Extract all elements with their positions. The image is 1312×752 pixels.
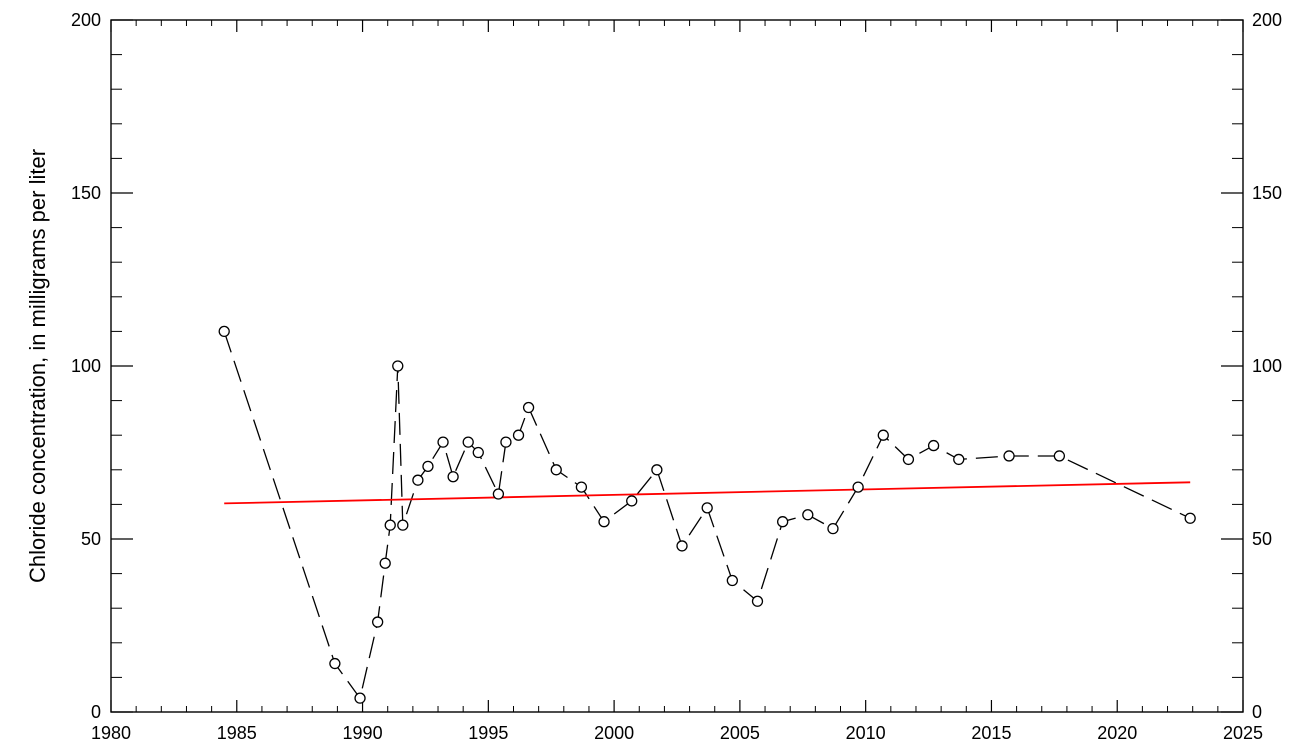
series-markers	[218, 325, 1196, 704]
data-point-marker	[392, 360, 404, 372]
minor-ticks	[111, 20, 1243, 712]
y-tick-labels-right: 0 50 100 150 200	[1252, 10, 1282, 722]
data-point-marker	[522, 401, 535, 414]
data-point-marker	[379, 557, 391, 569]
data-point-marker	[329, 657, 341, 670]
data-point-marker	[726, 574, 738, 587]
data-point-marker	[397, 519, 409, 531]
data-point-marker	[218, 325, 230, 338]
y-tick-label: 100	[71, 356, 101, 376]
major-ticks	[110, 19, 1244, 713]
x-tick-labels: 1980 1985 1990 1995 2000 2005 2010 2015 2020 2025	[91, 723, 1263, 743]
x-tick-label: 1990	[343, 723, 383, 743]
y-axis-title: Chloride concentration, in milligrams pe…	[25, 149, 50, 583]
series-lines	[223, 331, 1191, 700]
data-point-marker	[550, 464, 562, 476]
data-point-marker	[575, 481, 588, 493]
data-point-marker	[802, 509, 814, 521]
x-tick-label: 1980	[91, 723, 131, 743]
data-point-marker	[512, 429, 525, 441]
data-point-marker	[500, 436, 512, 448]
y-tick-label: 50	[81, 529, 101, 549]
data-point-marker	[852, 481, 864, 493]
data-point-marker	[777, 516, 789, 528]
x-tick-label: 2005	[720, 723, 760, 743]
y-tick-label-right: 50	[1252, 529, 1272, 549]
data-point-marker	[827, 522, 839, 535]
data-point-marker	[371, 616, 384, 628]
data-point-marker	[1003, 450, 1015, 462]
y-tick-labels: 0 50 100 150 200	[71, 10, 101, 722]
y-tick-label-right: 100	[1252, 356, 1282, 376]
x-tick-label: 2010	[846, 723, 886, 743]
data-point-marker	[953, 453, 965, 466]
data-point-marker	[701, 502, 713, 514]
data-point-marker	[492, 488, 505, 500]
x-tick-label: 2020	[1097, 723, 1137, 743]
data-point-marker	[751, 595, 764, 607]
y-tick-label: 150	[71, 183, 101, 203]
data-point-marker	[462, 436, 474, 448]
data-point-marker	[472, 446, 484, 459]
data-point-marker	[651, 464, 663, 476]
data-point-marker	[1184, 512, 1196, 524]
data-point-marker	[676, 540, 688, 552]
x-tick-label: 1995	[468, 723, 508, 743]
x-tick-label: 2025	[1223, 723, 1263, 743]
data-point-marker	[927, 439, 940, 452]
data-series-line	[223, 331, 1191, 700]
data-point-marker	[354, 692, 366, 704]
trend-line	[224, 481, 1191, 505]
plot-frame	[110, 19, 1244, 713]
data-point-marker	[384, 519, 396, 531]
data-point-marker	[902, 453, 915, 466]
data-point-marker	[877, 429, 889, 441]
data-point-marker	[598, 516, 610, 528]
data-point-marker	[412, 474, 424, 486]
data-point-marker	[447, 471, 459, 483]
x-tick-label: 2000	[594, 723, 634, 743]
x-tick-label: 1985	[217, 723, 257, 743]
data-point-marker	[422, 460, 434, 472]
data-point-marker	[1053, 450, 1066, 462]
y-tick-label-right: 150	[1252, 183, 1282, 203]
y-tick-label: 200	[71, 10, 101, 30]
y-tick-label-right: 200	[1252, 10, 1282, 30]
data-point-marker	[437, 436, 449, 448]
x-tick-label: 2015	[971, 723, 1011, 743]
y-tick-label-right: 0	[1252, 702, 1262, 722]
data-point-marker	[626, 495, 638, 507]
y-tick-label: 0	[91, 702, 101, 722]
